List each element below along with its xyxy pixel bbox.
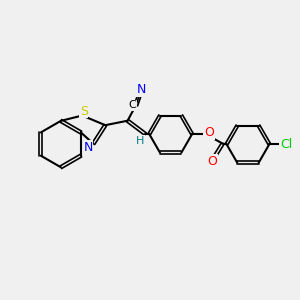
Text: O: O	[204, 126, 214, 139]
Text: Cl: Cl	[280, 138, 292, 151]
Text: H: H	[136, 136, 144, 146]
Text: C: C	[128, 100, 136, 110]
Text: S: S	[80, 105, 88, 118]
Text: N: N	[83, 141, 93, 154]
Text: O: O	[207, 155, 217, 168]
Text: N: N	[137, 83, 146, 96]
